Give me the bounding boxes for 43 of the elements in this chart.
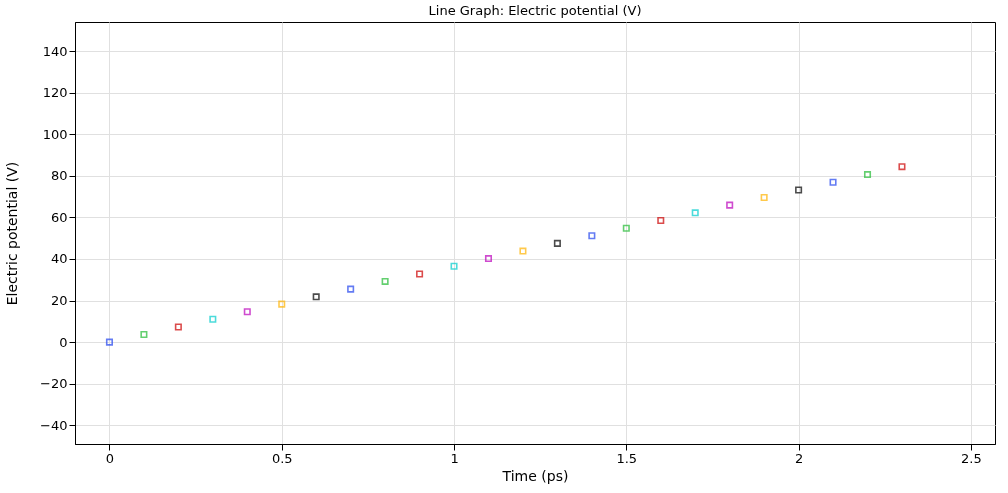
point [519, 247, 527, 255]
point [174, 323, 182, 331]
point [622, 224, 630, 232]
point [416, 270, 424, 278]
x-tick-label: 1.5 [616, 450, 638, 466]
point [795, 186, 803, 194]
point [450, 262, 458, 270]
y-tick-label: 80 [50, 168, 68, 184]
point [588, 232, 596, 240]
point [278, 300, 286, 308]
point [381, 277, 389, 285]
y-tick-label: 100 [42, 126, 68, 142]
y-tick-label: 140 [42, 43, 68, 59]
point [347, 285, 355, 293]
point [691, 209, 699, 217]
y-tick-label: 20 [50, 293, 68, 309]
x-axis-title: Time (ps) [501, 467, 569, 484]
point [898, 163, 906, 171]
y-tick-label: −20 [40, 376, 68, 392]
x-tick-label: 0 [105, 450, 115, 466]
point [760, 193, 768, 201]
x-tick-label: 1 [450, 450, 459, 466]
y-axis-title: Electric potential (V) [4, 161, 21, 306]
y-tick-label: 60 [50, 209, 68, 225]
point [243, 308, 251, 316]
point [726, 201, 734, 209]
point [209, 315, 217, 323]
x-tick-label: 2.5 [961, 450, 982, 466]
point [105, 338, 113, 346]
point [312, 293, 320, 301]
y-tick-label: 40 [50, 251, 68, 267]
point [140, 330, 148, 338]
y-tick-label: 0 [59, 334, 68, 350]
point [863, 171, 872, 179]
y-tick-label: −40 [40, 417, 68, 433]
point [484, 255, 493, 263]
y-tick-label: 120 [42, 85, 68, 101]
point [553, 239, 561, 247]
point [657, 216, 665, 225]
point [829, 178, 837, 186]
x-tick-label: 2 [794, 450, 804, 466]
chart-title: Line Graph: Electric potential (V) [428, 3, 642, 18]
x-tick-label: 0.5 [271, 450, 293, 466]
